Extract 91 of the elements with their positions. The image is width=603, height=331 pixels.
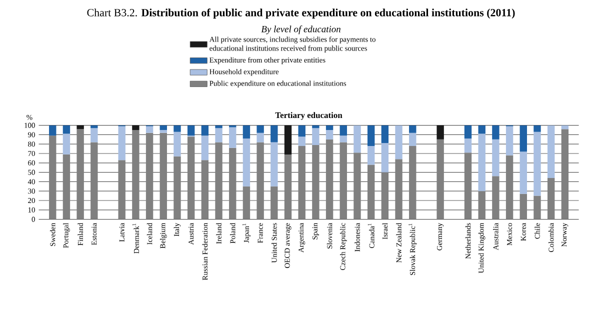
bar <box>160 130 167 133</box>
bar <box>270 142 278 186</box>
bar <box>340 136 347 142</box>
bar <box>118 126 126 160</box>
bar <box>174 132 181 156</box>
bar <box>340 125 347 136</box>
bar <box>256 132 264 142</box>
bar <box>492 125 500 140</box>
bar <box>90 142 98 220</box>
bar <box>478 125 486 134</box>
bar <box>340 142 347 220</box>
bar <box>381 172 389 220</box>
bar <box>326 125 334 130</box>
bar <box>146 126 154 133</box>
bar <box>492 139 500 176</box>
bar <box>90 125 98 128</box>
bar <box>256 142 264 220</box>
bar <box>436 139 444 220</box>
bar <box>506 126 514 156</box>
bar <box>201 125 209 136</box>
bar <box>395 159 402 220</box>
bar <box>534 125 541 132</box>
bar <box>312 128 320 146</box>
bar <box>132 125 140 130</box>
bar <box>354 125 361 153</box>
bar <box>62 134 70 154</box>
bar <box>506 155 514 220</box>
bar <box>464 125 472 138</box>
bar <box>229 127 236 148</box>
bar <box>270 125 278 142</box>
bar <box>354 152 361 220</box>
bar <box>464 152 472 220</box>
bar <box>187 136 195 220</box>
bar <box>534 132 541 196</box>
bar <box>298 136 306 146</box>
bar <box>409 132 416 146</box>
bar <box>215 142 222 220</box>
bar <box>174 125 181 132</box>
bar <box>132 130 140 220</box>
bar <box>520 125 527 152</box>
bar <box>76 125 84 130</box>
bar <box>215 128 222 142</box>
bar <box>160 125 167 130</box>
bar <box>464 138 472 153</box>
bar <box>62 125 70 134</box>
bar <box>242 125 250 138</box>
bar <box>284 125 292 154</box>
bar <box>201 160 209 220</box>
chart-subtitle: By level of education <box>261 26 340 34</box>
bar <box>187 125 195 136</box>
bar <box>201 136 209 160</box>
bar <box>76 129 84 220</box>
bar <box>534 196 541 220</box>
bar <box>326 139 334 220</box>
bar <box>409 146 416 220</box>
bar <box>520 194 527 220</box>
bar <box>284 154 292 220</box>
bar <box>395 125 402 160</box>
bar <box>90 128 98 142</box>
chart-title: Chart B3.2. Distribution of public and private expenditure on educational institutions (2011) <box>87 8 515 19</box>
bar <box>312 145 320 220</box>
bar <box>49 136 56 220</box>
text: Tertiary education <box>275 112 342 120</box>
bar <box>478 134 486 192</box>
bar <box>409 125 416 133</box>
bar <box>381 143 389 172</box>
bar <box>174 156 181 220</box>
bar <box>326 130 334 140</box>
bar <box>367 125 375 146</box>
bar <box>298 125 306 137</box>
bar <box>381 125 389 144</box>
bar <box>256 125 264 133</box>
bar <box>492 176 500 220</box>
bar <box>242 186 250 220</box>
bar <box>242 138 250 186</box>
bar <box>547 178 555 220</box>
bar <box>229 148 236 220</box>
bar <box>146 132 154 220</box>
bar <box>270 186 278 220</box>
bar <box>520 152 527 194</box>
bar <box>118 160 126 220</box>
bar <box>298 146 306 220</box>
bar <box>547 125 555 178</box>
bar <box>561 129 569 220</box>
bar <box>478 191 486 220</box>
bar <box>160 132 167 220</box>
bar <box>436 125 444 140</box>
bar <box>367 164 375 220</box>
bar <box>561 125 569 130</box>
bar <box>62 154 70 220</box>
bar <box>367 146 375 165</box>
